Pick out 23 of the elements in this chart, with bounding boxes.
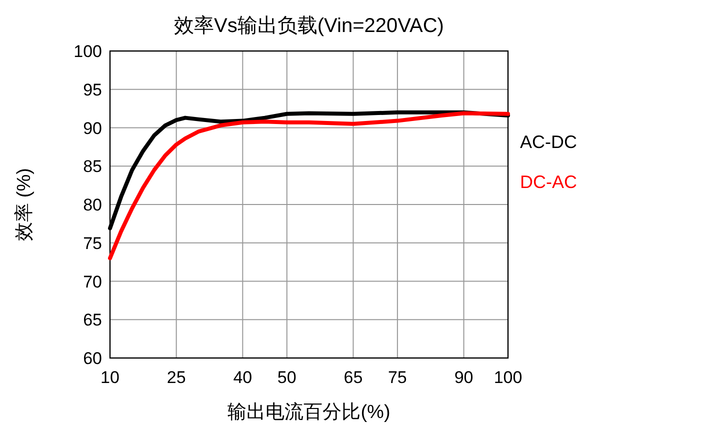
y-tick-label: 90 <box>83 118 102 138</box>
x-tick-label: 100 <box>494 368 522 387</box>
x-tick-label: 10 <box>100 368 120 387</box>
x-tick-label: 75 <box>388 368 407 387</box>
y-tick-label: 100 <box>74 42 102 61</box>
y-tick-label: 80 <box>83 196 102 214</box>
line-series <box>108 111 510 260</box>
x-tick-label: 50 <box>277 368 296 387</box>
x-tick-label: 90 <box>454 368 474 387</box>
y-tick-label: 95 <box>83 80 102 100</box>
y-axis-title: 效率 (%) <box>13 168 35 241</box>
y-tick-label: 85 <box>83 157 102 176</box>
y-tick-label: 60 <box>83 349 102 368</box>
x-tick-label: 65 <box>344 368 363 387</box>
y-tick-label: 70 <box>83 272 102 292</box>
y-tick-label: 65 <box>83 310 102 330</box>
text: DC-AC <box>520 172 577 192</box>
x-tick-label: 25 <box>166 368 186 387</box>
series-label: AC-DC <box>520 132 577 152</box>
y-tick-label: 75 <box>83 234 102 253</box>
x-tick-label: 40 <box>233 368 252 387</box>
chart-title: 效率Vs输出负载(Vin=220VAC) <box>174 15 444 37</box>
x-axis-title: 输出电流百分比(%) <box>228 401 390 423</box>
